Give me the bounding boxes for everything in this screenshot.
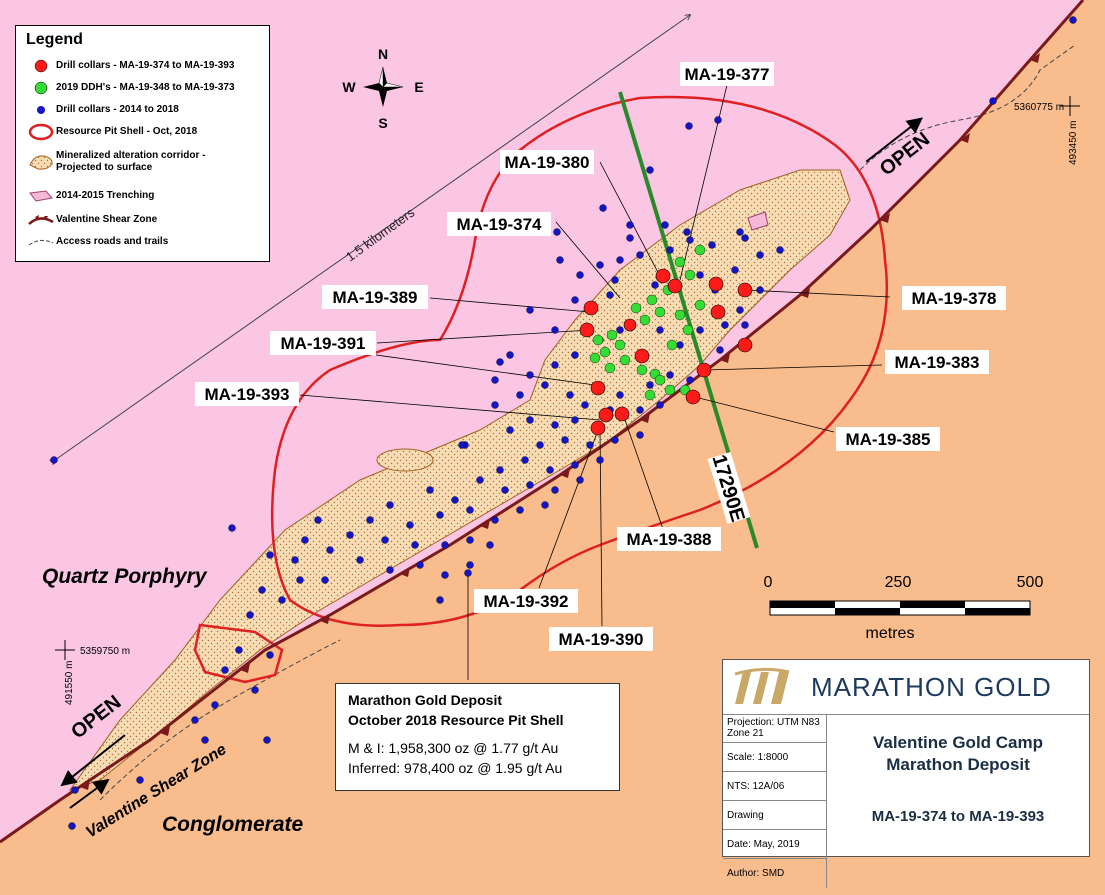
legend-label: Drill collars - MA-19-374 to MA-19-393: [56, 60, 235, 71]
label-quartz-porphyry: Quartz Porphyry: [42, 565, 208, 588]
leader-lines: [299, 84, 891, 680]
legend-label: Valentine Shear Zone: [56, 214, 158, 225]
meta-column: Projection: UTM N83 Zone 21 Scale: 1:800…: [723, 714, 827, 888]
resource-summary: Marathon Gold Deposit October 2018 Resou…: [335, 683, 620, 791]
legend-label: 2014-2015 Trenching: [56, 190, 155, 201]
pit-shell-icon: [28, 123, 54, 141]
compass-n: N: [378, 46, 388, 62]
map-title-line-1: Valentine Gold Camp: [872, 733, 1044, 752]
label-ma-19-392: MA-19-392: [483, 592, 568, 611]
legend-item-corridor: Mineralized alteration corridor - Projec…: [26, 150, 251, 174]
title-block: MARATHON GOLD Projection: UTM N83 Zone 2…: [722, 659, 1090, 888]
scale: Scale: 1:8000: [723, 743, 827, 772]
label-ma-19-393: MA-19-393: [204, 385, 289, 404]
green-dot-icon: [34, 81, 48, 95]
marathon-logo-icon: [734, 667, 790, 704]
scale-tick-0: 0: [764, 574, 773, 591]
scale-tick-500: 500: [1017, 574, 1044, 591]
company-name: MARATHON GOLD: [811, 671, 1052, 702]
legend-item-roads: Access roads and trails: [26, 232, 168, 252]
red-dot-icon: [34, 59, 48, 73]
map-subtitle: MA-19-374 to MA-19-393: [871, 808, 1045, 825]
blue-dot-icon: [37, 106, 45, 114]
road-icon: [28, 239, 54, 246]
mineralized-pod: [376, 448, 434, 472]
sw-open-arrow-line: [60, 734, 126, 787]
shear-arrow-line: [69, 778, 110, 809]
map-title: Valentine Gold Camp Marathon Deposit: [827, 732, 1089, 776]
legend-item-shear: Valentine Shear Zone: [26, 210, 157, 230]
coord-ne: [1060, 96, 1080, 116]
shear-zone-icon: [28, 215, 54, 225]
legend-item-red-collars: Drill collars - MA-19-374 to MA-19-393: [26, 56, 234, 76]
author: Author: SMD: [723, 859, 827, 888]
summary-inferred: Inferred: 978,400 oz @ 1.95 g/t Au: [348, 760, 563, 776]
legend-label: Drill collars - 2014 to 2018: [56, 104, 179, 115]
label-ma-19-378: MA-19-378: [911, 289, 996, 308]
legend-item-pit-shell: Resource Pit Shell - Oct, 2018: [26, 122, 197, 142]
summary-title-2: October 2018 Resource Pit Shell: [348, 712, 564, 728]
legend-item-trenching: 2014-2015 Trenching: [26, 186, 154, 206]
drill-collars-2014-2018: [50, 16, 1077, 830]
compass-s: S: [378, 115, 387, 131]
resource-pit-shell-small: [193, 623, 284, 684]
label-ma-19-374: MA-19-374: [456, 215, 542, 234]
summary-title-1: Marathon Gold Deposit: [348, 692, 502, 708]
compass-w: W: [342, 79, 356, 95]
label-ma-19-390: MA-19-390: [558, 630, 643, 649]
trench: [747, 211, 769, 231]
access-road: [859, 44, 1076, 171]
trench-icon: [29, 190, 53, 202]
compass-rose: N S E W: [342, 46, 423, 131]
label-ma-19-377: MA-19-377: [684, 65, 769, 84]
coord-sw: [55, 640, 75, 660]
compass-e: E: [414, 79, 423, 95]
summary-mi: M & I: 1,958,300 oz @ 1.77 g/t Au: [348, 740, 559, 756]
northing-2: 5359750 m: [80, 646, 130, 657]
legend-item-blue-collars: Drill collars - 2014 to 2018: [26, 100, 179, 120]
scale-arrow-line: [55, 15, 690, 460]
company-logo: MARATHON GOLD: [723, 660, 1089, 715]
label-ma-19-383: MA-19-383: [894, 353, 979, 372]
legend-label: 2019 DDH's - MA-19-348 to MA-19-373: [56, 82, 235, 93]
label-ma-19-380: MA-19-380: [504, 153, 589, 172]
projection: Projection: UTM N83 Zone 21: [723, 714, 827, 743]
legend-label: Access roads and trails: [56, 236, 169, 247]
hole-labels: MA-19-377 MA-19-380 MA-19-374 MA-19-389 …: [195, 62, 1006, 651]
easting-2: 491550 m: [64, 661, 75, 705]
scale-bar: 0 250 500 metres: [764, 574, 1044, 642]
legend: Legend Drill collars - MA-19-374 to MA-1…: [15, 25, 270, 262]
label-ma-19-389: MA-19-389: [332, 288, 417, 307]
access-road: [99, 639, 341, 801]
nts: NTS: 12A/06: [723, 772, 827, 801]
scale-unit: metres: [866, 625, 915, 642]
scale-tick-250: 250: [885, 574, 912, 591]
legend-label: Resource Pit Shell - Oct, 2018: [56, 126, 198, 137]
drill-collars-2019: [579, 268, 753, 436]
label-ma-19-391: MA-19-391: [280, 334, 365, 353]
northing-1: 5360775 m: [1014, 102, 1064, 113]
legend-item-green-ddh: 2019 DDH's - MA-19-348 to MA-19-373: [26, 78, 235, 98]
easting-1: 493450 m: [1068, 121, 1079, 165]
label-ma-19-388: MA-19-388: [626, 530, 711, 549]
map-title-line-2: Marathon Deposit: [886, 755, 1030, 774]
label-conglomerate: Conglomerate: [162, 813, 304, 836]
date: Date: May, 2019: [723, 830, 827, 859]
section-label-box: [707, 451, 751, 525]
drawing: Drawing: [723, 801, 827, 830]
legend-title: Legend: [26, 31, 83, 48]
legend-label: Mineralized alteration corridor - Projec…: [56, 150, 206, 173]
label-ma-19-385: MA-19-385: [845, 430, 930, 449]
corridor-icon: [29, 155, 53, 170]
